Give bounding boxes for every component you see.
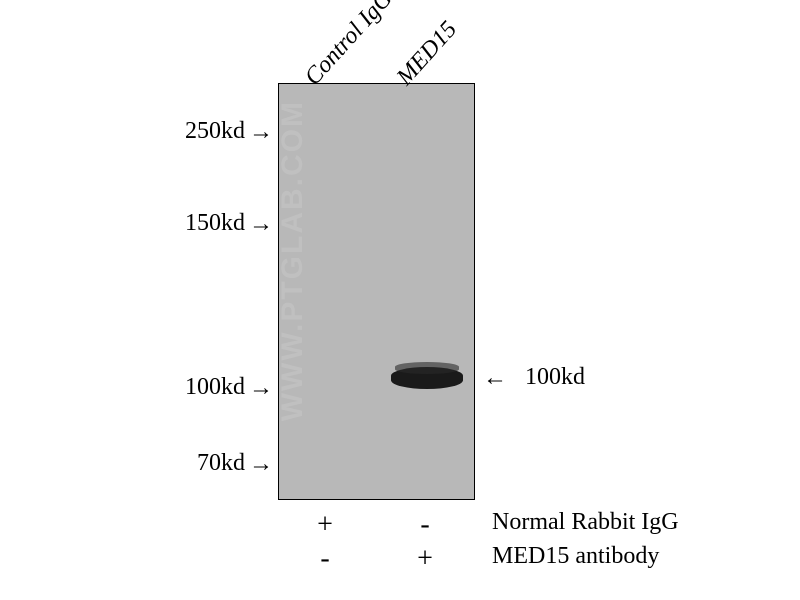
legend-r2-lane2: + xyxy=(410,543,440,575)
legend-r2-lane1: - xyxy=(310,543,340,575)
mw-label-250: 250kd xyxy=(160,118,245,145)
band-med15-shadow xyxy=(395,362,459,374)
lane-label-control: Control IgG xyxy=(300,0,398,91)
mw-label-150: 150kd xyxy=(160,210,245,237)
legend-r2-text: MED15 antibody xyxy=(492,543,659,570)
legend-r1-lane2: - xyxy=(410,509,440,541)
legend-r1-lane1: + xyxy=(310,509,340,541)
mw-arrow-100: → xyxy=(249,374,273,402)
mw-label-100: 100kd xyxy=(160,374,245,401)
legend-r1-text: Normal Rabbit IgG xyxy=(492,509,679,536)
mw-arrow-250: → xyxy=(249,118,273,146)
watermark-text: WWW.PTGLAB.COM xyxy=(276,100,310,421)
mw-label-70: 70kd xyxy=(160,450,245,477)
lane-label-med15: MED15 xyxy=(392,16,463,91)
band-arrow: ← xyxy=(483,364,507,392)
mw-arrow-150: → xyxy=(249,210,273,238)
figure-container: WWW.PTGLAB.COM Control IgG MED15 250kd →… xyxy=(0,0,800,600)
band-label: 100kd xyxy=(525,364,585,391)
mw-arrow-70: → xyxy=(249,450,273,478)
